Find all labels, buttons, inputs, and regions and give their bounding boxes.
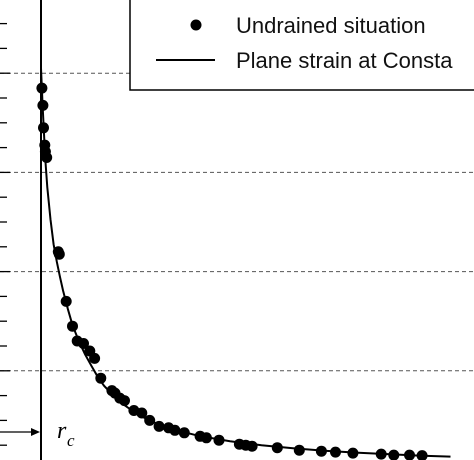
rc-subscript: c bbox=[67, 431, 75, 450]
data-point bbox=[38, 122, 49, 134]
data-point bbox=[169, 424, 181, 436]
data-point bbox=[330, 446, 341, 458]
data-point bbox=[404, 449, 415, 460]
series-markers-undrained bbox=[36, 82, 428, 460]
data-point bbox=[293, 444, 305, 456]
data-point bbox=[271, 442, 283, 454]
data-point bbox=[153, 420, 165, 432]
legend-entry-2: Plane strain at Consta bbox=[236, 48, 453, 73]
data-point bbox=[37, 99, 49, 111]
data-point bbox=[136, 407, 148, 419]
data-point bbox=[246, 440, 258, 452]
data-point bbox=[67, 320, 78, 332]
data-point bbox=[200, 432, 212, 444]
data-point bbox=[315, 445, 327, 457]
rc-label: r bbox=[57, 418, 67, 444]
series-line-plane-strain bbox=[40, 68, 451, 458]
data-point bbox=[60, 295, 72, 307]
data-point bbox=[416, 450, 428, 460]
data-point bbox=[213, 434, 225, 446]
data-point bbox=[178, 427, 190, 439]
legend-marker-icon bbox=[190, 19, 202, 31]
data-point bbox=[144, 414, 156, 426]
data-point bbox=[36, 82, 48, 94]
data-point bbox=[89, 352, 101, 364]
data-point bbox=[78, 338, 89, 349]
data-point bbox=[375, 448, 387, 460]
legend: Undrained situation Plane strain at Cons… bbox=[129, 0, 474, 91]
data-point bbox=[41, 152, 53, 163]
data-point bbox=[53, 248, 65, 260]
data-point bbox=[119, 395, 130, 407]
data-point bbox=[347, 447, 359, 459]
data-point bbox=[95, 372, 107, 384]
data-point bbox=[388, 449, 400, 460]
rc-arrow-head bbox=[31, 428, 40, 436]
legend-entry-1: Undrained situation bbox=[236, 13, 426, 38]
y-axis-ticks bbox=[0, 22, 10, 446]
legend-box bbox=[129, 0, 474, 91]
